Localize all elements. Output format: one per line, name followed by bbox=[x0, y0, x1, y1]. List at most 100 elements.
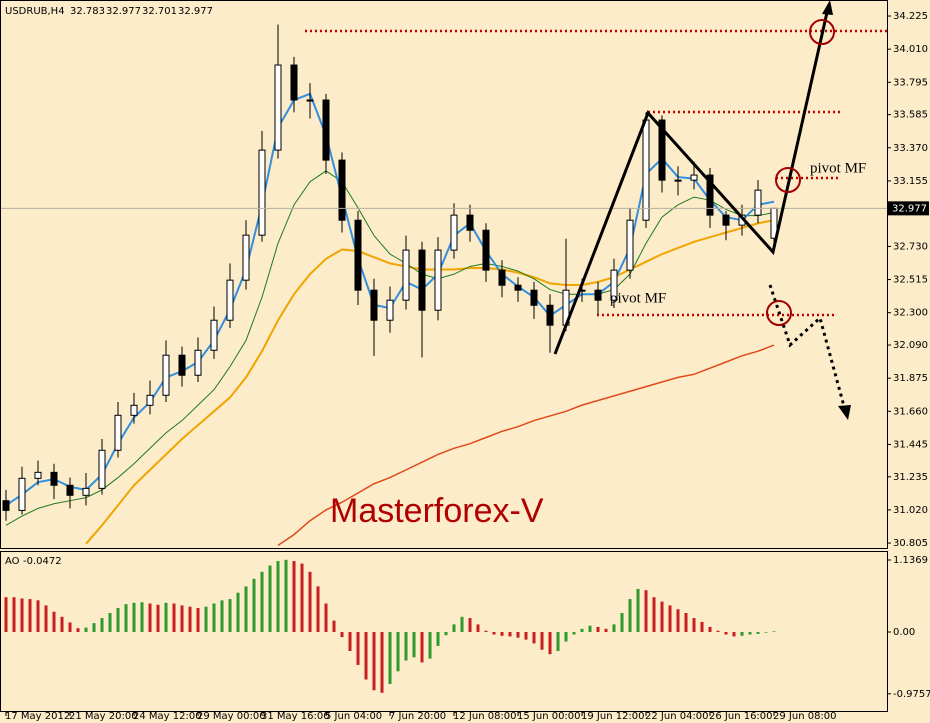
candle-body bbox=[386, 299, 394, 321]
candle-body bbox=[658, 119, 666, 181]
ao-bar bbox=[516, 632, 520, 638]
ao-bar bbox=[364, 632, 368, 680]
ao-bar bbox=[220, 600, 224, 633]
x-tick-label: 29 May 00:00 bbox=[197, 711, 266, 722]
header-value: 32.701 bbox=[142, 6, 177, 17]
ao-bar bbox=[140, 602, 144, 633]
ao-bar bbox=[772, 631, 776, 633]
ao-bar bbox=[436, 632, 440, 646]
ao-bar bbox=[92, 623, 96, 633]
y-tick-label: 31.660 bbox=[893, 406, 928, 417]
symbol-title: USDRUB,H4 bbox=[5, 6, 65, 17]
x-tick-label: 22 Jun 04:00 bbox=[645, 711, 709, 722]
ao-bar bbox=[236, 592, 240, 633]
y-tick-label: 31.020 bbox=[893, 505, 928, 516]
header-value: 32.783 bbox=[70, 6, 105, 17]
ao-bar bbox=[100, 618, 104, 633]
moving-average bbox=[5, 170, 775, 526]
candle-body bbox=[34, 471, 42, 479]
x-tick-label: 26 Jun 16:00 bbox=[709, 711, 773, 722]
ao-bar bbox=[764, 632, 768, 633]
ao-bar bbox=[716, 630, 720, 633]
candle-body bbox=[338, 159, 346, 221]
pivot-circle bbox=[775, 167, 801, 193]
candle-body bbox=[226, 279, 234, 321]
ao-bar bbox=[596, 626, 600, 633]
ao-bar bbox=[748, 632, 752, 635]
ao-bar bbox=[284, 559, 288, 633]
candle-body bbox=[210, 319, 218, 351]
x-tick-label: 17 May 2012 bbox=[5, 711, 70, 722]
ao-bar bbox=[292, 561, 296, 633]
ao-bar bbox=[620, 613, 624, 633]
ao-bar bbox=[308, 571, 312, 633]
y-tick-label: -0.9757 bbox=[893, 689, 930, 700]
candle-body bbox=[146, 394, 154, 406]
ao-bar bbox=[84, 627, 88, 633]
candle-body bbox=[178, 354, 186, 376]
y-tick-label: 33.585 bbox=[893, 110, 928, 121]
ao-bar bbox=[132, 602, 136, 633]
candle-body bbox=[194, 349, 202, 376]
candle-body bbox=[674, 179, 682, 182]
x-tick-label: 31 May 16:00 bbox=[261, 711, 330, 722]
candle-body bbox=[418, 249, 426, 311]
ao-bar bbox=[692, 618, 696, 633]
candle-body bbox=[114, 414, 122, 451]
ao-bar bbox=[244, 586, 248, 633]
x-tick-label: 5 Jun 04:00 bbox=[325, 711, 382, 722]
ao-bar bbox=[252, 578, 256, 633]
x-tick-label: 19 Jun 12:00 bbox=[581, 711, 645, 722]
y-tick-label: 32.090 bbox=[893, 340, 928, 351]
ao-value: -0.0472 bbox=[23, 556, 62, 567]
y-tick-label: 34.010 bbox=[893, 44, 928, 55]
ao-bar bbox=[76, 628, 80, 633]
ao-bar bbox=[676, 609, 680, 633]
ao-bar bbox=[652, 597, 656, 633]
x-tick-label: 24 May 12:00 bbox=[133, 711, 202, 722]
ao-bar bbox=[388, 632, 392, 684]
ao-bar bbox=[404, 632, 408, 661]
ao-bar bbox=[524, 632, 528, 640]
ao-bar bbox=[316, 586, 320, 633]
ao-bar bbox=[348, 632, 352, 652]
candle-body bbox=[66, 484, 74, 496]
candle-body bbox=[370, 289, 378, 321]
candle-body bbox=[322, 99, 330, 161]
annotation: pivot MF bbox=[810, 160, 866, 176]
y-tick-label: 32.515 bbox=[893, 275, 928, 286]
ao-bar bbox=[564, 632, 568, 642]
candle-body bbox=[610, 269, 618, 301]
ao-bar bbox=[572, 632, 576, 635]
ao-bar bbox=[684, 613, 688, 633]
ao-bar bbox=[180, 605, 184, 633]
annotation: pivot MF bbox=[610, 290, 666, 306]
ao-bar bbox=[12, 597, 16, 633]
ao-bar bbox=[44, 605, 48, 633]
ao-bar bbox=[172, 603, 176, 633]
ao-bar bbox=[500, 632, 504, 636]
ao-bar bbox=[484, 630, 488, 633]
y-tick-label: 32.730 bbox=[893, 241, 928, 252]
y-tick-label: 33.155 bbox=[893, 176, 928, 187]
ao-bar bbox=[508, 632, 512, 637]
y-tick-label: 31.235 bbox=[893, 472, 928, 483]
arrow-head bbox=[822, 0, 833, 15]
ao-bar bbox=[60, 616, 64, 633]
candle-body bbox=[258, 149, 266, 236]
y-tick-label: 32.300 bbox=[893, 308, 928, 319]
ao-bar bbox=[300, 563, 304, 633]
y-tick-label: 1.1369 bbox=[893, 555, 928, 566]
ao-bar bbox=[420, 632, 424, 663]
ao-bar bbox=[108, 613, 112, 633]
ao-bar bbox=[260, 571, 264, 633]
ao-bar bbox=[124, 604, 128, 633]
main-frame bbox=[0, 0, 888, 549]
ao-bar bbox=[700, 621, 704, 633]
ao-bar bbox=[668, 605, 672, 633]
moving-average bbox=[277, 344, 775, 547]
pivot-circle bbox=[766, 300, 792, 326]
candle-body bbox=[690, 174, 698, 181]
ao-bar bbox=[532, 632, 536, 644]
